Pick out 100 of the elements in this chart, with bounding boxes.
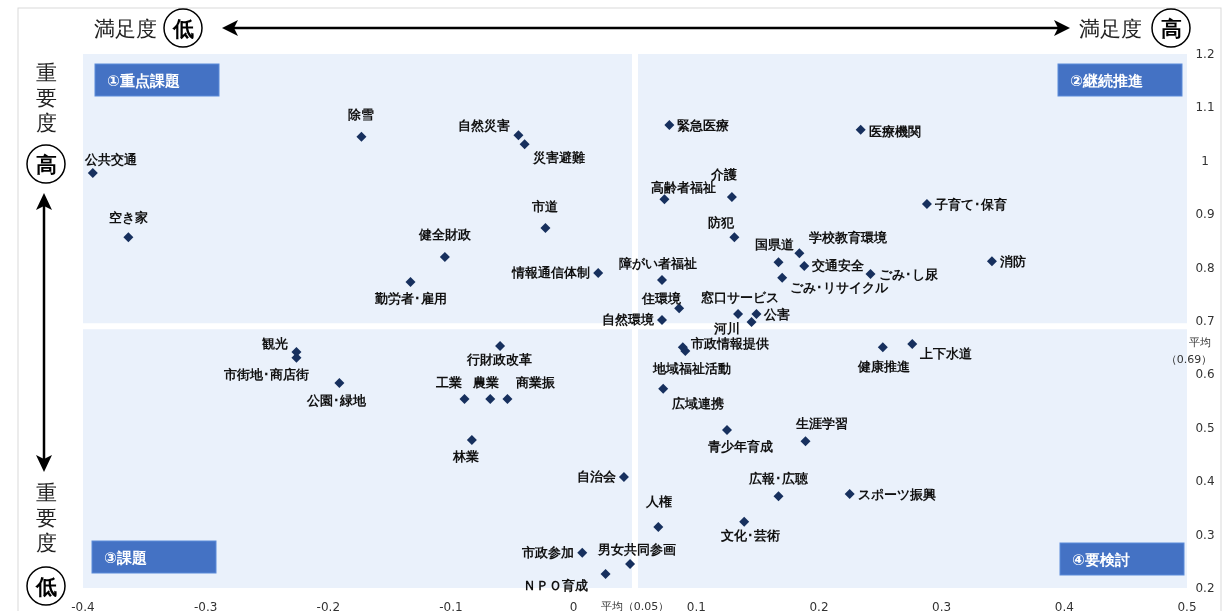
annotation: 工業 xyxy=(435,375,463,391)
annotation: 市街地･商店街 xyxy=(222,367,309,383)
point xyxy=(87,168,98,179)
point xyxy=(877,342,888,353)
x-tick-label: 0.4 xyxy=(1054,600,1074,611)
y-tick-label: 1.2 xyxy=(1195,47,1215,61)
annotation: 公園･緑地 xyxy=(305,393,367,409)
x-tick-label: -0.2 xyxy=(316,600,341,611)
annotation: 緊急医療 xyxy=(677,117,730,133)
annotation: ごみ･リサイクル xyxy=(790,280,890,296)
ref-line-label: 平均（0.69） xyxy=(1165,336,1213,367)
annotation: 人権 xyxy=(645,493,673,509)
text: 高 xyxy=(35,153,57,177)
annotation: ④要検討 xyxy=(1072,551,1130,569)
annotation: 空き家 xyxy=(108,209,148,225)
annotation: スポーツ振興 xyxy=(857,486,936,502)
text: 高 xyxy=(1160,17,1182,41)
text: 満足度 xyxy=(1078,17,1142,41)
point xyxy=(334,377,345,388)
annotation: 災害避難 xyxy=(531,149,585,165)
point xyxy=(625,558,636,569)
x-tick-label: 0.3 xyxy=(932,600,952,611)
point xyxy=(739,516,750,527)
x-tick-label: -0.1 xyxy=(439,600,463,611)
point xyxy=(726,192,737,203)
annotation: 市政情報提供 xyxy=(689,335,769,351)
point xyxy=(123,232,134,243)
annotation: 情報通信体制 xyxy=(511,265,591,281)
point xyxy=(577,547,588,558)
annotation: 生涯学習 xyxy=(794,415,848,431)
annotation: 上下水道 xyxy=(919,346,974,362)
annotation: 交通安全 xyxy=(811,258,866,274)
point xyxy=(405,277,416,288)
annotation: 文化･芸術 xyxy=(719,528,780,544)
point xyxy=(656,274,667,285)
text: 低 xyxy=(171,17,194,41)
y-tick-label: 1.1 xyxy=(1195,100,1215,115)
annotation: ①重点課題 xyxy=(107,72,180,90)
annotation: 行財政改革 xyxy=(465,351,532,367)
point xyxy=(659,194,670,205)
annotation: ③課題 xyxy=(104,549,147,567)
x-tick-label: 0 xyxy=(569,600,578,611)
annotation: 医療機関 xyxy=(868,124,921,140)
point xyxy=(865,269,876,280)
x-tick-label: 0.2 xyxy=(809,600,829,611)
annotation: 市政参加 xyxy=(521,545,575,561)
annotation: 自治会 xyxy=(576,469,617,485)
annotation: ごみ･し尿 xyxy=(878,266,939,282)
point xyxy=(921,199,932,210)
annotation: 窓口サービス xyxy=(701,289,780,305)
y-tick-label: 0.7 xyxy=(1195,314,1215,328)
annotation: 農業 xyxy=(472,375,500,391)
annotation: 住環境 xyxy=(640,290,682,306)
annotation: 自然環境 xyxy=(601,312,655,328)
annotation: 除雪 xyxy=(348,107,375,123)
x-tick-label: 0.5 xyxy=(1177,600,1197,611)
annotation: 健康推進 xyxy=(856,358,911,374)
text: 重要度 xyxy=(35,61,57,135)
y-tick-label: 0.4 xyxy=(1195,474,1215,489)
text: 重要度 xyxy=(35,481,57,555)
point xyxy=(540,223,551,234)
point xyxy=(495,341,506,352)
quadrant-label: ③課題 xyxy=(91,540,217,574)
annotation: 障がい者福祉 xyxy=(618,256,697,272)
point xyxy=(656,314,667,325)
annotation: 男女共同参画 xyxy=(597,542,677,558)
point xyxy=(800,436,811,447)
annotation: 学校教育環境 xyxy=(809,229,889,245)
text: 満足度 xyxy=(93,17,157,41)
y-tick-label: 0.2 xyxy=(1195,581,1215,595)
annotation: 広報･広聴 xyxy=(748,470,810,486)
point xyxy=(799,261,810,271)
annotation: 商業振 xyxy=(514,375,556,391)
point xyxy=(658,383,669,394)
point xyxy=(733,309,744,320)
point xyxy=(600,569,611,580)
point xyxy=(664,120,675,131)
point xyxy=(356,131,367,142)
annotation: 地域福祉活動 xyxy=(652,361,732,377)
point xyxy=(466,435,477,446)
point xyxy=(777,272,788,283)
point xyxy=(439,251,450,262)
point xyxy=(722,424,732,435)
annotation: 消防 xyxy=(998,253,1026,269)
annotation: 介護 xyxy=(709,166,737,182)
x-tick-label: 0.1 xyxy=(686,600,706,611)
annotation: 国県道 xyxy=(755,236,796,252)
point xyxy=(485,393,496,404)
annotation: 自然災害 xyxy=(458,117,511,133)
point xyxy=(459,393,470,404)
point xyxy=(729,232,740,243)
annotation: 勤労者･雇用 xyxy=(373,290,447,306)
y-tick-label: 1 xyxy=(1201,153,1209,168)
point xyxy=(618,471,629,482)
point xyxy=(513,130,524,141)
quadrant-label: ①重点課題 xyxy=(94,63,220,97)
annotation: 公害 xyxy=(763,306,791,322)
y-tick-label: 0.5 xyxy=(1195,420,1215,435)
annotation: 市道 xyxy=(531,198,560,214)
annotation: ②継続推進 xyxy=(1070,72,1144,90)
